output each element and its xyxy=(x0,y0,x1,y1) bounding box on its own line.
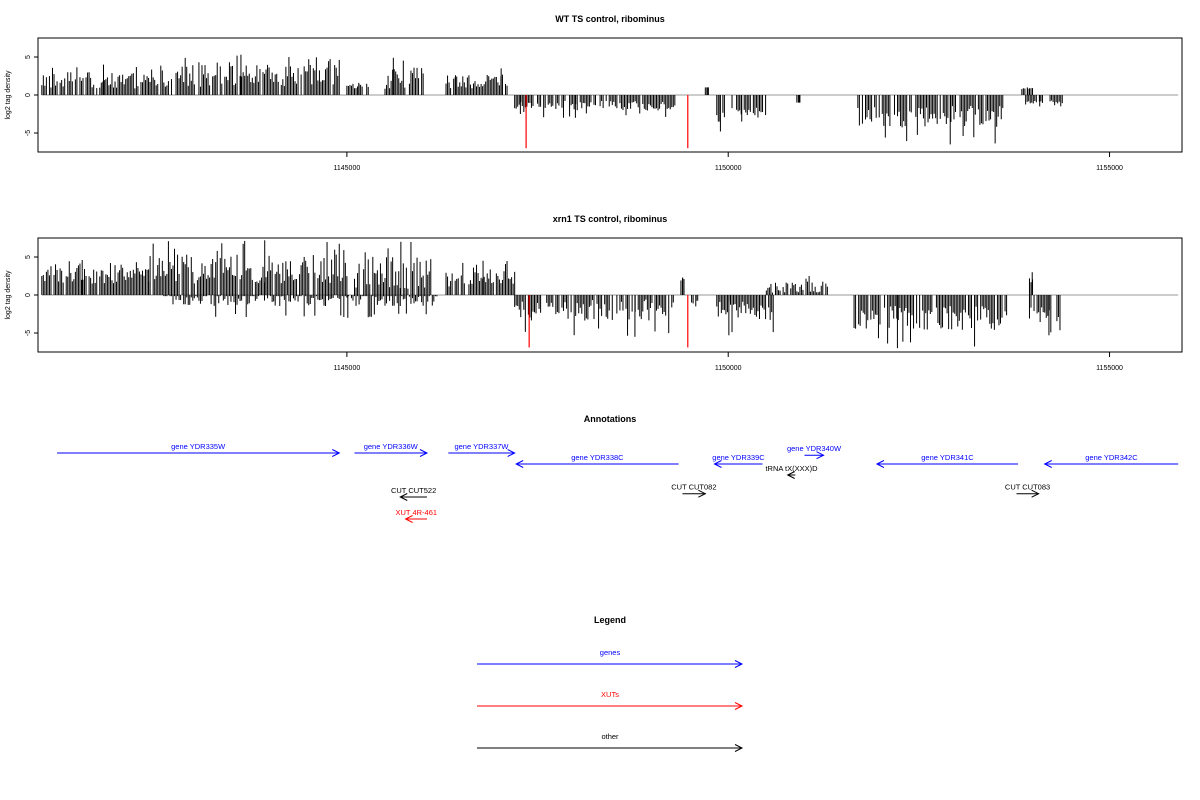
annotation-feature: XUT 4R-461 xyxy=(396,508,438,523)
arrow-head xyxy=(734,744,744,752)
annotation-label: gene YDR337W xyxy=(454,442,509,451)
y-tick-label: 5 xyxy=(25,255,32,259)
density-bars xyxy=(41,54,1063,145)
arrow-head xyxy=(875,460,885,468)
x-tick-label: 1150000 xyxy=(715,165,742,172)
annotation-label: gene YDR339C xyxy=(712,453,765,462)
annotation-feature: tRNA tX(XXX)D xyxy=(765,464,818,479)
y-axis-label: log2 tag density xyxy=(5,70,12,120)
panel-title: xrn1 TS control, ribominus xyxy=(553,214,668,224)
arrow-head xyxy=(734,702,744,710)
arrow-head xyxy=(698,489,707,498)
annotations-title: Annotations xyxy=(584,414,637,424)
legend-label: XUTs xyxy=(601,690,619,699)
legend-panel: Legend genes XUTs other xyxy=(477,615,744,752)
annotation-feature: CUT CUT083 xyxy=(1005,483,1050,498)
gene-arrow xyxy=(354,449,429,457)
arrow-head xyxy=(399,493,408,501)
other-arrow xyxy=(786,471,796,479)
legend-label: genes xyxy=(600,648,621,657)
arrow-head xyxy=(507,449,516,457)
annotation-feature: gene YDR337W xyxy=(448,442,516,457)
annotation-label: tRNA tX(XXX)D xyxy=(765,464,818,473)
track-panel: WT TS control, ribominus log2 tag density… xyxy=(5,14,1183,172)
x-tick-label: 1145000 xyxy=(334,165,361,172)
gene-arrow xyxy=(1043,460,1179,468)
gene-arrow xyxy=(804,451,825,460)
annotation-label: gene YDR340W xyxy=(787,444,842,453)
legend-arrow xyxy=(477,744,744,752)
gene-arrow xyxy=(448,449,516,457)
y-tick-label: 0 xyxy=(25,293,32,297)
other-arrow xyxy=(399,493,427,501)
annotation-label: CUT CUT083 xyxy=(1005,483,1050,492)
legend-arrow xyxy=(477,660,744,668)
arrow-head xyxy=(332,449,341,457)
annotation-feature: gene YDR338C xyxy=(515,453,679,468)
annotation-feature: gene YDR336W xyxy=(354,442,429,457)
annotation-feature: gene YDR340W xyxy=(787,444,842,460)
y-axis-label: log2 tag density xyxy=(5,270,12,320)
annotation-feature: gene YDR341C xyxy=(875,453,1019,468)
annotation-label: gene YDR341C xyxy=(921,453,974,462)
legend-item: other xyxy=(477,732,744,752)
arrow-head xyxy=(786,471,795,479)
x-tick-label: 1155000 xyxy=(1096,165,1123,172)
legend-title: Legend xyxy=(594,615,626,625)
xut-arrow xyxy=(404,515,427,523)
x-tick-label: 1145000 xyxy=(334,365,361,372)
other-arrow xyxy=(1016,489,1040,498)
annotation-feature: gene YDR342C xyxy=(1043,453,1179,468)
annotation-label: CUT CUT082 xyxy=(671,483,716,492)
gene-arrow xyxy=(515,460,679,468)
annotation-feature: gene YDR339C xyxy=(712,453,765,468)
gene-arrow xyxy=(57,449,341,457)
legend-item: XUTs xyxy=(477,690,744,710)
legend-item: genes xyxy=(477,648,744,668)
panel-title: WT TS control, ribominus xyxy=(555,14,665,24)
annotation-label: XUT 4R-461 xyxy=(396,508,438,517)
y-tick-label: 5 xyxy=(25,55,32,59)
arrow-head xyxy=(713,460,722,468)
annotation-label: gene YDR336W xyxy=(364,442,419,451)
annotation-label: gene YDR338C xyxy=(571,453,624,462)
density-bars xyxy=(41,240,1061,349)
gene-arrow xyxy=(713,460,763,468)
arrow-head xyxy=(734,660,744,668)
annotation-label: gene YDR342C xyxy=(1085,453,1138,462)
annotation-feature: gene YDR335W xyxy=(57,442,341,457)
annotation-label: gene YDR335W xyxy=(171,442,226,451)
arrow-head xyxy=(816,451,825,460)
x-tick-label: 1155000 xyxy=(1096,365,1123,372)
y-tick-label: 0 xyxy=(25,93,32,97)
arrow-head xyxy=(1031,489,1040,498)
arrow-head xyxy=(404,515,413,523)
arrow-head xyxy=(419,449,429,457)
x-tick-label: 1150000 xyxy=(715,365,742,372)
annotation-feature: CUT CUT522 xyxy=(391,486,436,501)
annotations-panel: Annotations gene YDR335W gene YDR336W gene … xyxy=(57,414,1179,523)
arrow-head xyxy=(1043,460,1052,468)
gene-arrow xyxy=(875,460,1019,468)
legend-arrow xyxy=(477,702,744,710)
legend-label: other xyxy=(601,732,619,741)
annotation-feature: CUT CUT082 xyxy=(671,483,717,498)
arrow-head xyxy=(515,460,524,468)
other-arrow xyxy=(682,489,707,498)
y-tick-label: -5 xyxy=(25,130,32,136)
annotation-label: CUT CUT522 xyxy=(391,486,436,495)
y-tick-label: -5 xyxy=(25,330,32,336)
track-panel: xrn1 TS control, ribominus log2 tag densi… xyxy=(5,214,1183,372)
